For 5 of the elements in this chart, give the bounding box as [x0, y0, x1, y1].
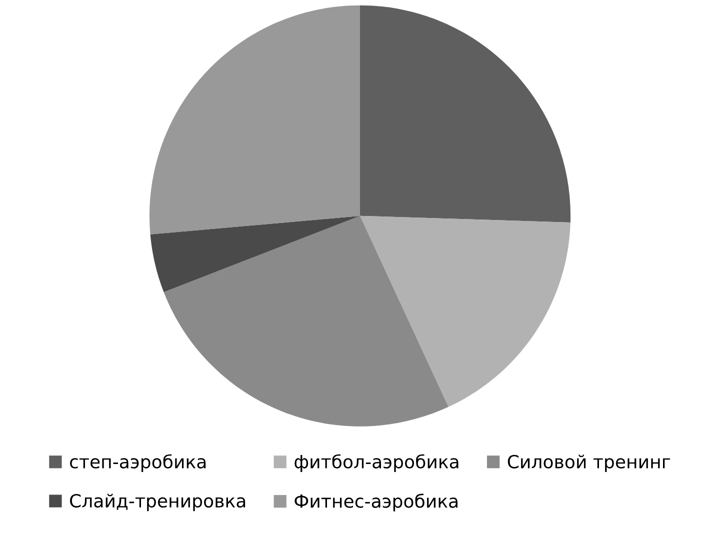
legend-label: фитбол-аэробика	[294, 454, 458, 472]
legend-label: степ-аэробика	[70, 454, 206, 472]
legend-label: Фитнес-аэробика	[294, 494, 458, 512]
legend-label: Силовой тренинг	[508, 454, 670, 472]
legend-label: Слайд-тренировка	[70, 494, 246, 512]
